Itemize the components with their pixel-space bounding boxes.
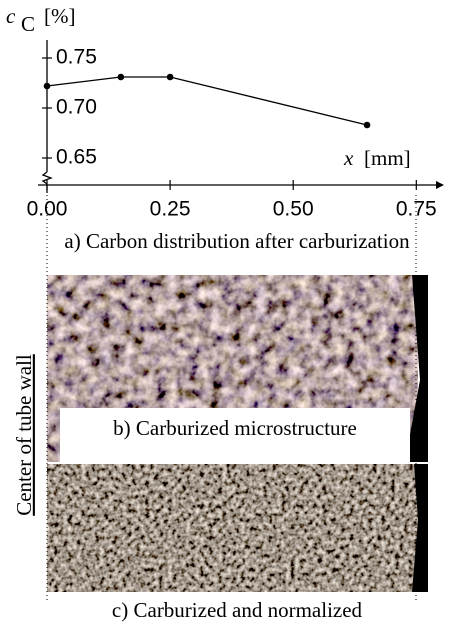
edge-b [405, 275, 428, 462]
x-tick-label: 0.00 [27, 198, 68, 221]
point [43, 82, 51, 90]
x-tick-label: 0.75 [396, 198, 437, 221]
point [117, 73, 125, 81]
caption-b-box [60, 408, 410, 462]
point [363, 121, 371, 129]
y-label-unit: [%] [44, 4, 75, 28]
y-label-sub: C [21, 12, 35, 36]
x-label-unit: [mm] [364, 146, 411, 170]
y-tick-label: 0.65 [56, 146, 97, 169]
y-tick-label: 0.75 [56, 46, 97, 69]
x-tick-label: 0.25 [150, 198, 191, 221]
point [166, 73, 174, 81]
y-label: c [6, 4, 16, 28]
x-arrow [436, 181, 444, 189]
micrograph-c [47, 464, 418, 592]
caption-b: b) Carburized microstructure [113, 416, 357, 440]
caption-c: c) Carburized and normalized [112, 598, 363, 622]
line [46, 76, 368, 126]
x-label: x [343, 146, 354, 170]
y-tick-label: 0.70 [56, 96, 97, 119]
side-label: Center of tube wall [12, 354, 36, 516]
x-tick-label: 0.50 [273, 198, 314, 221]
caption-a: a) Carbon distribution after carburizati… [64, 229, 410, 253]
